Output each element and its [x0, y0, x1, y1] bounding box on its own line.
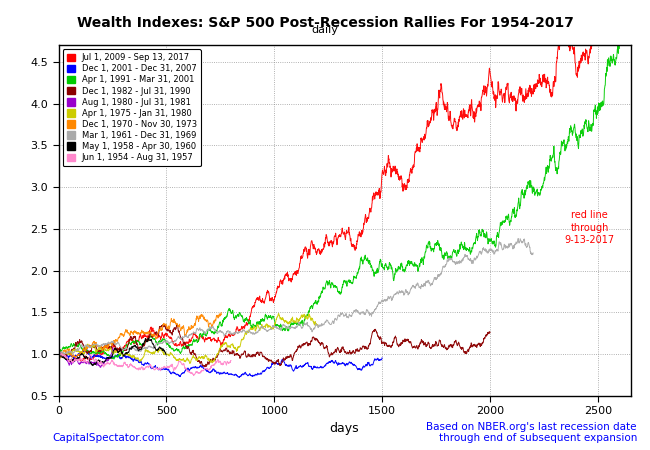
Text: Wealth Indexes: S&P 500 Post-Recession Rallies For 1954-2017: Wealth Indexes: S&P 500 Post-Recession R…	[77, 16, 573, 30]
X-axis label: days: days	[330, 422, 359, 435]
Text: CapitalSpectator.com: CapitalSpectator.com	[52, 433, 164, 443]
Text: red line
through
9-13-2017: red line through 9-13-2017	[564, 211, 614, 245]
Text: Based on NBER.org's last recession date
through end of subsequent expansion: Based on NBER.org's last recession date …	[426, 422, 637, 443]
Text: daily: daily	[311, 25, 339, 35]
Legend: Jul 1, 2009 - Sep 13, 2017, Dec 1, 2001 - Dec 31, 2007, Apr 1, 1991 - Mar 31, 20: Jul 1, 2009 - Sep 13, 2017, Dec 1, 2001 …	[62, 49, 201, 166]
